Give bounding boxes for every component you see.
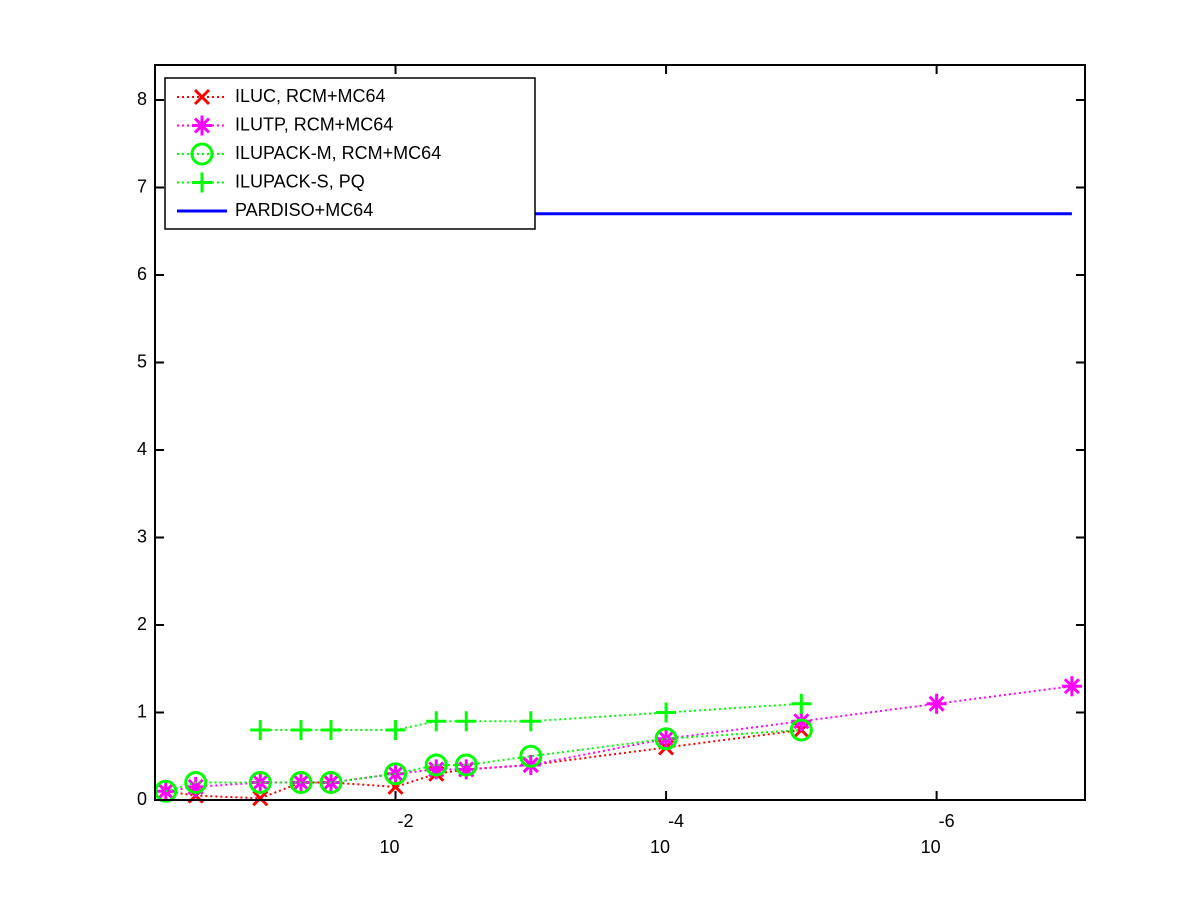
marker (290, 720, 311, 740)
marker (426, 759, 447, 780)
y-tick-label: 2 (137, 614, 147, 634)
marker (252, 790, 269, 807)
y-tick-label: 0 (137, 789, 147, 809)
y-tick-label: 1 (137, 701, 147, 721)
legend: ILUC, RCM+MC64 ILUTP, RCM+MC64 ILUPACK-M, … (164, 77, 536, 230)
y-tick-label: 8 (137, 89, 147, 109)
marker (193, 88, 211, 106)
legend-box (164, 77, 536, 230)
y-tick-label: 5 (137, 351, 147, 371)
marker (656, 728, 677, 749)
x-tick-label: 10 (650, 837, 670, 857)
marker (791, 693, 812, 714)
marker (520, 711, 541, 732)
marker (656, 702, 677, 723)
marker (250, 720, 271, 740)
x-tick-exponent: -6 (939, 811, 955, 831)
marker (185, 776, 206, 797)
marker (519, 744, 543, 768)
marker (426, 711, 447, 732)
x-tick-label: 10 (380, 837, 400, 857)
marker (926, 693, 947, 714)
series (250, 693, 812, 740)
marker (385, 720, 406, 740)
x-tick-exponent: -2 (398, 811, 414, 831)
legend-label: ILUC, RCM+MC64 (235, 86, 386, 106)
legend-label: ILUPACK-S, PQ (235, 171, 365, 191)
marker (289, 771, 313, 794)
marker (384, 762, 408, 786)
marker (454, 753, 478, 777)
marker (320, 720, 341, 740)
series-line (165, 729, 802, 800)
legend-label: ILUPACK-M, RCM+MC64 (235, 143, 441, 163)
marker (456, 759, 477, 780)
axes-box (154, 64, 1086, 801)
x-tick-label: 10 (921, 837, 941, 857)
series-line (165, 729, 802, 793)
marker (184, 771, 208, 794)
y-tick-label: 6 (137, 264, 147, 284)
marker (248, 771, 272, 794)
marker (190, 142, 214, 166)
legend-label: PARDISO+MC64 (235, 200, 373, 220)
marker (192, 172, 212, 193)
y-tick-label: 4 (137, 439, 147, 459)
marker (319, 771, 343, 794)
marker (424, 753, 448, 777)
x-tick-exponent: -4 (668, 811, 684, 831)
marker (1061, 676, 1082, 697)
marker (456, 711, 477, 732)
y-tick-label: 3 (137, 526, 147, 546)
marker (654, 727, 678, 751)
y-tick-label: 7 (137, 176, 147, 196)
marker (192, 115, 212, 136)
marker (789, 718, 813, 742)
legend-label: ILUTP, RCM+MC64 (235, 114, 393, 134)
